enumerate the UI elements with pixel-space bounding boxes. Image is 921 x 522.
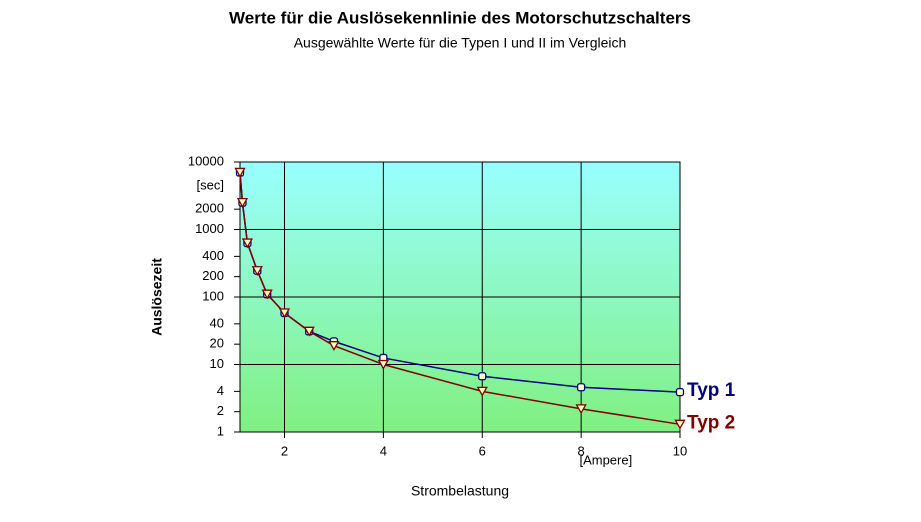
y-tick-label: 2000 xyxy=(195,201,224,216)
marker xyxy=(278,308,291,319)
x-tick-label: 2 xyxy=(281,443,288,458)
y-tick-label: 10 xyxy=(210,356,224,371)
y-axis-title: Auslösezeit xyxy=(149,258,165,336)
marker xyxy=(675,387,685,397)
x-axis-title: Strombelastung xyxy=(411,483,509,499)
y-tick-label: 400 xyxy=(202,248,224,263)
marker xyxy=(674,419,686,430)
legend-label: Typ 2 xyxy=(687,412,735,433)
y-tick-label: 4 xyxy=(217,383,224,398)
marker xyxy=(251,266,263,277)
y-tick-label: 10000 xyxy=(188,153,224,168)
y-tick-label: 1000 xyxy=(195,221,224,236)
marker xyxy=(575,404,587,415)
legend-label: Typ 1 xyxy=(687,380,736,401)
x-unit: [Ampere] xyxy=(579,452,632,467)
series-line xyxy=(239,172,681,426)
marker xyxy=(328,341,340,352)
marker xyxy=(261,289,273,300)
y-tick-label: 200 xyxy=(202,268,224,283)
y-tick-label: 40 xyxy=(210,315,224,330)
marker xyxy=(236,197,249,208)
y-tick-label: 100 xyxy=(202,288,224,303)
chart-subtitle: Ausgewählte Werte für die Typen I und II… xyxy=(294,35,627,51)
y-unit: [sec] xyxy=(197,178,224,193)
marker xyxy=(303,326,315,337)
marker xyxy=(377,359,389,370)
marker xyxy=(234,167,246,178)
marker xyxy=(476,386,488,397)
chart-title: Werte für die Auslösekennlinie des Motor… xyxy=(229,8,691,27)
marker xyxy=(478,372,487,381)
y-tick-label: 2 xyxy=(217,403,224,418)
y-tick-label: 20 xyxy=(210,336,224,351)
marker xyxy=(576,383,586,392)
y-tick-label: 1 xyxy=(217,423,224,438)
x-tick-label: 6 xyxy=(479,443,486,458)
x-tick-label: 8 xyxy=(578,443,585,458)
x-tick-label: 10 xyxy=(673,443,687,458)
x-tick-label: 4 xyxy=(380,443,387,458)
marker xyxy=(241,238,254,249)
